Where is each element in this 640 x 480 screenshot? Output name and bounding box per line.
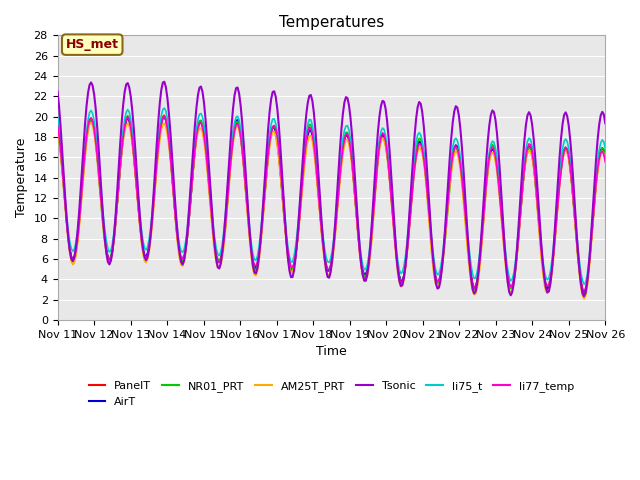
PanelT	[602, 155, 609, 161]
AM25T_PRT	[237, 136, 244, 142]
NR01_PRT	[54, 125, 61, 131]
li77_temp	[573, 232, 580, 238]
Tsonic	[218, 249, 226, 255]
NR01_PRT	[124, 113, 132, 119]
AM25T_PRT	[573, 237, 580, 243]
Tsonic	[54, 88, 61, 94]
li77_temp	[295, 226, 303, 231]
X-axis label: Time: Time	[316, 345, 347, 359]
AirT	[218, 249, 226, 255]
Tsonic	[602, 120, 609, 126]
AM25T_PRT	[246, 240, 253, 246]
li77_temp	[580, 288, 588, 294]
Y-axis label: Temperature: Temperature	[15, 138, 28, 217]
li75_t	[161, 105, 168, 111]
PanelT	[161, 112, 168, 118]
NR01_PRT	[237, 132, 244, 138]
Line: Tsonic: Tsonic	[58, 82, 605, 296]
NR01_PRT	[295, 222, 303, 228]
AirT	[237, 132, 244, 137]
AM25T_PRT	[218, 254, 226, 260]
li75_t	[121, 117, 129, 122]
AM25T_PRT	[122, 122, 130, 128]
Title: Temperatures: Temperatures	[279, 15, 384, 30]
Tsonic	[161, 79, 168, 84]
Line: AirT: AirT	[58, 117, 605, 293]
Tsonic	[246, 230, 253, 236]
Line: NR01_PRT: NR01_PRT	[58, 116, 605, 295]
li77_temp	[121, 124, 129, 130]
NR01_PRT	[121, 121, 129, 127]
AirT	[295, 226, 303, 231]
AirT	[580, 290, 588, 296]
li75_t	[573, 227, 580, 232]
Tsonic	[237, 103, 244, 108]
li77_temp	[161, 114, 168, 120]
NR01_PRT	[602, 152, 609, 158]
PanelT	[580, 289, 588, 295]
NR01_PRT	[218, 250, 226, 255]
PanelT	[246, 234, 253, 240]
Tsonic	[580, 293, 588, 299]
Legend: PanelT, AirT, NR01_PRT, AM25T_PRT, Tsonic, li75_t, li77_temp: PanelT, AirT, NR01_PRT, AM25T_PRT, Tsoni…	[84, 377, 579, 411]
li75_t	[246, 226, 253, 232]
PanelT	[295, 225, 303, 231]
Line: AM25T_PRT: AM25T_PRT	[58, 122, 605, 299]
AM25T_PRT	[54, 127, 61, 133]
li77_temp	[246, 233, 253, 239]
li77_temp	[237, 134, 244, 140]
AM25T_PRT	[602, 157, 609, 163]
NR01_PRT	[580, 292, 588, 298]
AM25T_PRT	[87, 120, 95, 125]
Tsonic	[295, 217, 303, 223]
li75_t	[218, 241, 226, 247]
AirT	[161, 114, 168, 120]
li75_t	[54, 112, 61, 118]
AirT	[121, 125, 129, 131]
Text: HS_met: HS_met	[66, 38, 119, 51]
li77_temp	[54, 122, 61, 128]
Line: li77_temp: li77_temp	[58, 117, 605, 291]
AirT	[54, 120, 61, 125]
li77_temp	[602, 159, 609, 165]
li75_t	[602, 145, 609, 151]
PanelT	[54, 122, 61, 128]
Tsonic	[573, 225, 580, 231]
PanelT	[573, 234, 580, 240]
AM25T_PRT	[295, 228, 303, 234]
Line: PanelT: PanelT	[58, 115, 605, 292]
PanelT	[218, 248, 226, 254]
AirT	[246, 235, 253, 240]
NR01_PRT	[573, 235, 580, 241]
Tsonic	[121, 89, 129, 95]
Line: li75_t: li75_t	[58, 108, 605, 284]
li75_t	[237, 126, 244, 132]
NR01_PRT	[246, 231, 253, 237]
PanelT	[121, 124, 129, 130]
AirT	[573, 234, 580, 240]
li75_t	[580, 281, 588, 287]
AM25T_PRT	[580, 296, 588, 301]
li77_temp	[218, 249, 226, 255]
AirT	[602, 155, 609, 161]
li75_t	[295, 215, 303, 221]
PanelT	[237, 132, 244, 138]
